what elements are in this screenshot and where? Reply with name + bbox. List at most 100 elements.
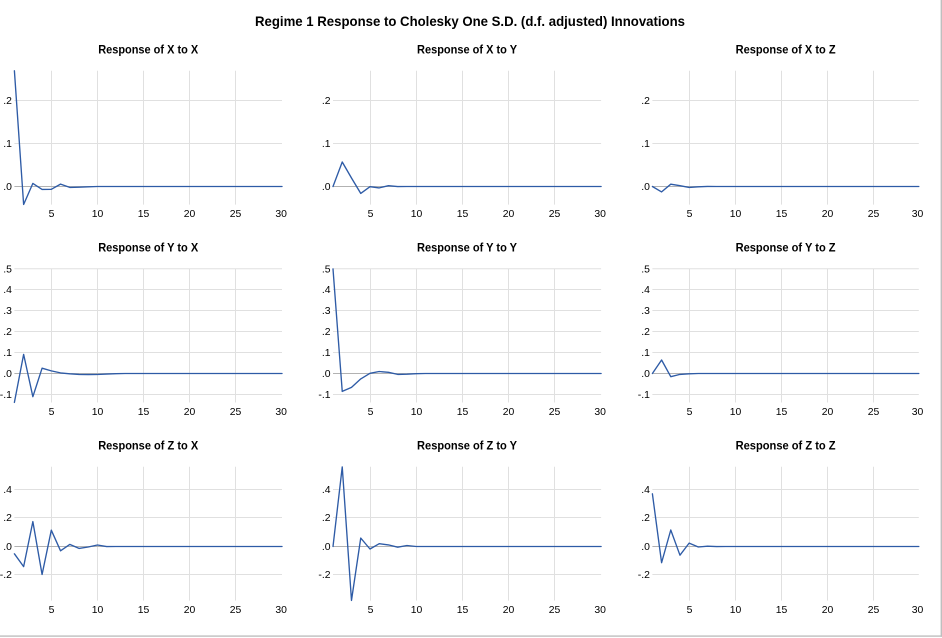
- svg-text:30: 30: [912, 209, 924, 220]
- svg-text:25: 25: [868, 605, 880, 616]
- svg-text:25: 25: [549, 407, 561, 418]
- svg-text:.2: .2: [641, 513, 650, 524]
- svg-text:30: 30: [912, 407, 924, 418]
- svg-text:.2: .2: [3, 96, 12, 107]
- svg-text:.2: .2: [322, 327, 331, 338]
- svg-text:15: 15: [138, 605, 150, 616]
- svg-text:20: 20: [184, 605, 196, 616]
- svg-text:30: 30: [275, 407, 287, 418]
- svg-text:.4: .4: [322, 485, 331, 496]
- svg-text:.1: .1: [3, 139, 12, 150]
- svg-text:.4: .4: [3, 485, 12, 496]
- svg-text:10: 10: [730, 209, 742, 220]
- svg-text:10: 10: [411, 209, 423, 220]
- svg-text:.4: .4: [641, 485, 650, 496]
- svg-text:Regime 1 Response to Cholesky: Regime 1 Response to Cholesky One S.D. (…: [255, 14, 685, 29]
- svg-text:30: 30: [275, 209, 287, 220]
- svg-text:-.2: -.2: [318, 570, 330, 581]
- svg-text:25: 25: [230, 605, 242, 616]
- svg-text:15: 15: [457, 605, 469, 616]
- svg-text:.2: .2: [641, 327, 650, 338]
- svg-text:30: 30: [594, 209, 606, 220]
- svg-text:10: 10: [92, 605, 104, 616]
- svg-text:10: 10: [730, 407, 742, 418]
- svg-text:.2: .2: [641, 96, 650, 107]
- svg-text:15: 15: [776, 605, 788, 616]
- svg-text:Response of Y to Z: Response of Y to Z: [736, 240, 836, 254]
- svg-text:20: 20: [822, 209, 834, 220]
- svg-text:20: 20: [822, 605, 834, 616]
- svg-text:.4: .4: [322, 285, 331, 296]
- svg-text:.2: .2: [3, 513, 12, 524]
- svg-text:20: 20: [184, 209, 196, 220]
- svg-text:15: 15: [138, 209, 150, 220]
- svg-text:.0: .0: [322, 542, 331, 553]
- svg-text:.0: .0: [322, 182, 331, 193]
- svg-text:5: 5: [49, 605, 55, 616]
- svg-text:10: 10: [411, 605, 423, 616]
- svg-text:.1: .1: [322, 348, 331, 359]
- svg-text:.2: .2: [3, 327, 12, 338]
- svg-text:5: 5: [687, 605, 693, 616]
- svg-text:.0: .0: [3, 182, 12, 193]
- svg-text:.5: .5: [322, 264, 331, 275]
- svg-text:10: 10: [92, 407, 104, 418]
- svg-text:25: 25: [230, 407, 242, 418]
- svg-text:20: 20: [184, 407, 196, 418]
- svg-text:15: 15: [457, 407, 469, 418]
- svg-text:25: 25: [549, 605, 561, 616]
- svg-text:15: 15: [457, 209, 469, 220]
- svg-text:.0: .0: [3, 542, 12, 553]
- svg-text:20: 20: [822, 407, 834, 418]
- svg-text:5: 5: [49, 209, 55, 220]
- svg-text:-.2: -.2: [0, 570, 12, 581]
- svg-text:.1: .1: [322, 139, 331, 150]
- svg-text:Response of X to Z: Response of X to Z: [736, 42, 836, 56]
- svg-text:20: 20: [503, 605, 515, 616]
- svg-text:Response of Y to Y: Response of Y to Y: [417, 240, 517, 254]
- svg-text:.0: .0: [322, 369, 331, 380]
- svg-text:30: 30: [912, 605, 924, 616]
- svg-text:.0: .0: [3, 369, 12, 380]
- svg-text:.3: .3: [322, 306, 331, 317]
- svg-text:10: 10: [411, 407, 423, 418]
- svg-text:30: 30: [594, 407, 606, 418]
- svg-text:15: 15: [776, 407, 788, 418]
- svg-text:30: 30: [594, 605, 606, 616]
- svg-text:Response of Z to Y: Response of Z to Y: [417, 438, 517, 452]
- svg-text:.3: .3: [641, 306, 650, 317]
- svg-text:.0: .0: [641, 369, 650, 380]
- svg-text:.5: .5: [3, 264, 12, 275]
- svg-text:.4: .4: [3, 285, 12, 296]
- svg-text:25: 25: [868, 407, 880, 418]
- svg-text:.2: .2: [322, 513, 331, 524]
- svg-text:.2: .2: [322, 96, 331, 107]
- svg-text:5: 5: [49, 407, 55, 418]
- svg-text:.1: .1: [641, 139, 650, 150]
- svg-text:10: 10: [92, 209, 104, 220]
- svg-text:-.1: -.1: [0, 390, 12, 401]
- svg-text:Response of X to X: Response of X to X: [98, 42, 198, 56]
- svg-text:-.1: -.1: [638, 390, 650, 401]
- svg-text:25: 25: [868, 209, 880, 220]
- svg-text:25: 25: [230, 209, 242, 220]
- svg-text:5: 5: [687, 407, 693, 418]
- svg-text:15: 15: [138, 407, 150, 418]
- svg-text:15: 15: [776, 209, 788, 220]
- svg-text:10: 10: [730, 605, 742, 616]
- svg-text:.3: .3: [3, 306, 12, 317]
- svg-text:.1: .1: [3, 348, 12, 359]
- svg-text:-.2: -.2: [638, 570, 650, 581]
- svg-text:5: 5: [687, 209, 693, 220]
- svg-text:5: 5: [368, 605, 374, 616]
- svg-text:.0: .0: [641, 182, 650, 193]
- svg-text:20: 20: [503, 407, 515, 418]
- svg-text:5: 5: [368, 407, 374, 418]
- svg-text:Response of Z to X: Response of Z to X: [98, 438, 198, 452]
- svg-text:-.1: -.1: [318, 390, 330, 401]
- svg-text:Response of Y to X: Response of Y to X: [98, 240, 198, 254]
- svg-text:.5: .5: [641, 264, 650, 275]
- svg-text:.0: .0: [641, 542, 650, 553]
- svg-text:.4: .4: [641, 285, 650, 296]
- svg-text:30: 30: [275, 605, 287, 616]
